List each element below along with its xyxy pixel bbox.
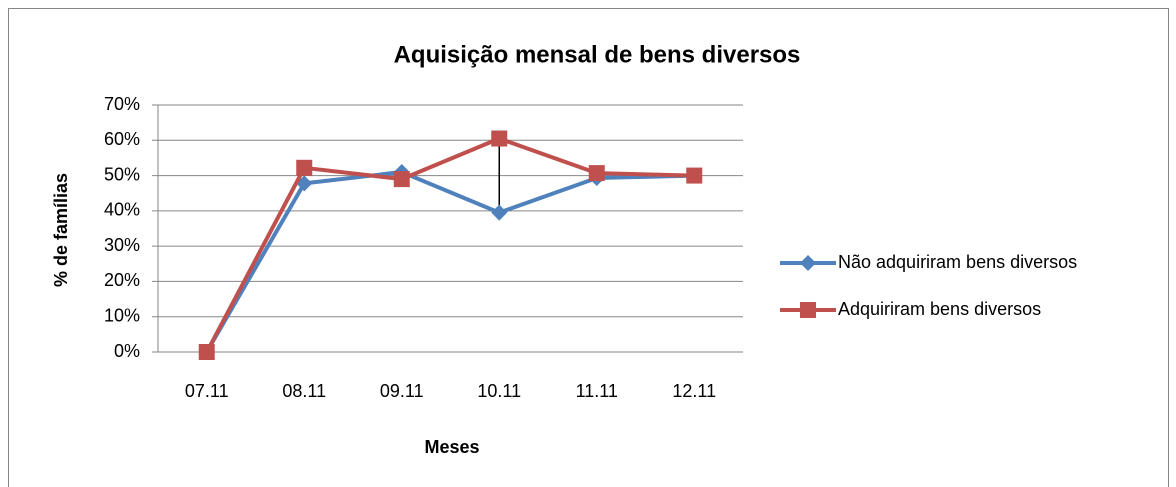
- y-tick-label: 10%: [104, 305, 140, 325]
- marker: [686, 167, 703, 184]
- x-tick-label: 09.11: [380, 381, 424, 401]
- x-tick-label: 08.11: [282, 381, 326, 401]
- y-tick-label: 70%: [104, 94, 140, 114]
- y-tick-label: 0%: [114, 341, 140, 361]
- legend-marker: [800, 302, 816, 318]
- marker: [491, 130, 508, 147]
- x-tick-label: 07.11: [185, 381, 229, 401]
- y-tick-label: 60%: [104, 129, 140, 149]
- legend-label: Não adquiriram bens diversos: [838, 252, 1077, 272]
- x-tick-label: 11.11: [576, 381, 618, 401]
- y-tick-label: 30%: [104, 235, 140, 255]
- series-line: [205, 170, 695, 354]
- marker: [393, 171, 410, 188]
- x-tick-label: 10.11: [477, 381, 521, 401]
- marker: [491, 204, 508, 221]
- chart-border: [8, 8, 1169, 487]
- x-axis-label: Meses: [424, 437, 479, 457]
- x-tick-label: 12.11: [672, 381, 716, 401]
- legend-label: Adquiriram bens diversos: [838, 299, 1041, 319]
- chart-title: Aquisição mensal de bens diversos: [394, 41, 801, 68]
- y-axis-label: % de famílias: [51, 173, 71, 287]
- y-tick-label: 40%: [104, 200, 140, 220]
- y-tick-label: 50%: [104, 164, 140, 184]
- marker: [296, 159, 313, 176]
- legend-marker: [800, 255, 816, 271]
- marker: [198, 344, 215, 360]
- series-line: [204, 136, 695, 353]
- marker: [588, 165, 605, 182]
- y-tick-label: 20%: [104, 270, 140, 290]
